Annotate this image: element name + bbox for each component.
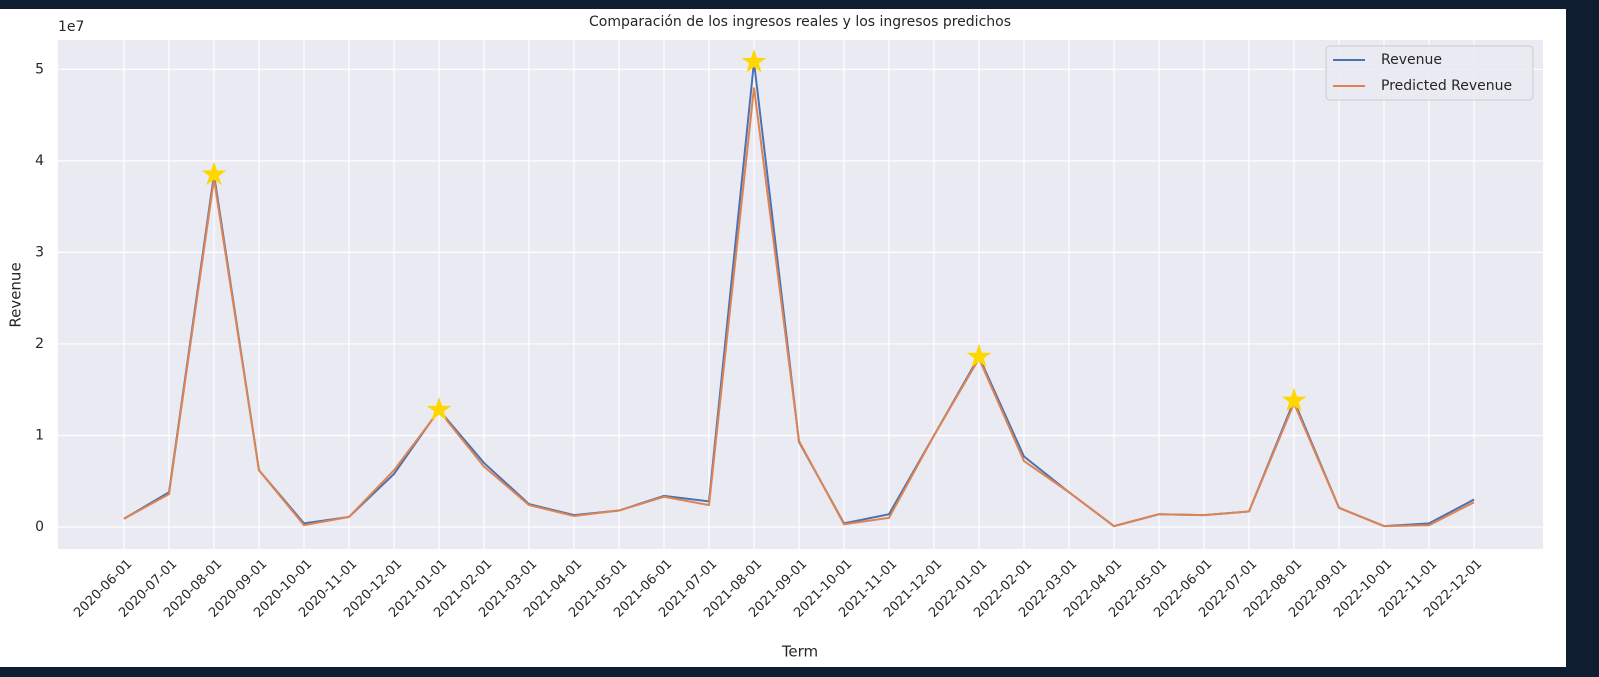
star-marker [426,396,452,421]
x-axis-label: Term [781,643,818,661]
line-series [123,87,1475,528]
star-marker [741,48,767,73]
star-marker [966,343,992,368]
y-tick-label: 4 [35,153,44,169]
plot-area [58,40,1543,549]
y-tick-label: 5 [35,61,44,77]
y-tick-label: 1 [35,427,44,443]
y-offset-label: 1e7 [58,19,84,35]
chart-title: Comparación de los ingresos reales y los… [589,14,1011,30]
legend-label: Predicted Revenue [1381,78,1512,94]
y-tick-label: 2 [35,336,44,352]
star-marker [201,161,227,186]
y-tick-label: 3 [35,244,44,260]
y-axis-label: Revenue [7,262,25,327]
legend-box [1325,45,1534,101]
legend-label: Revenue [1381,52,1442,68]
y-tick-label: 0 [35,519,44,535]
star-marker [1281,387,1307,412]
